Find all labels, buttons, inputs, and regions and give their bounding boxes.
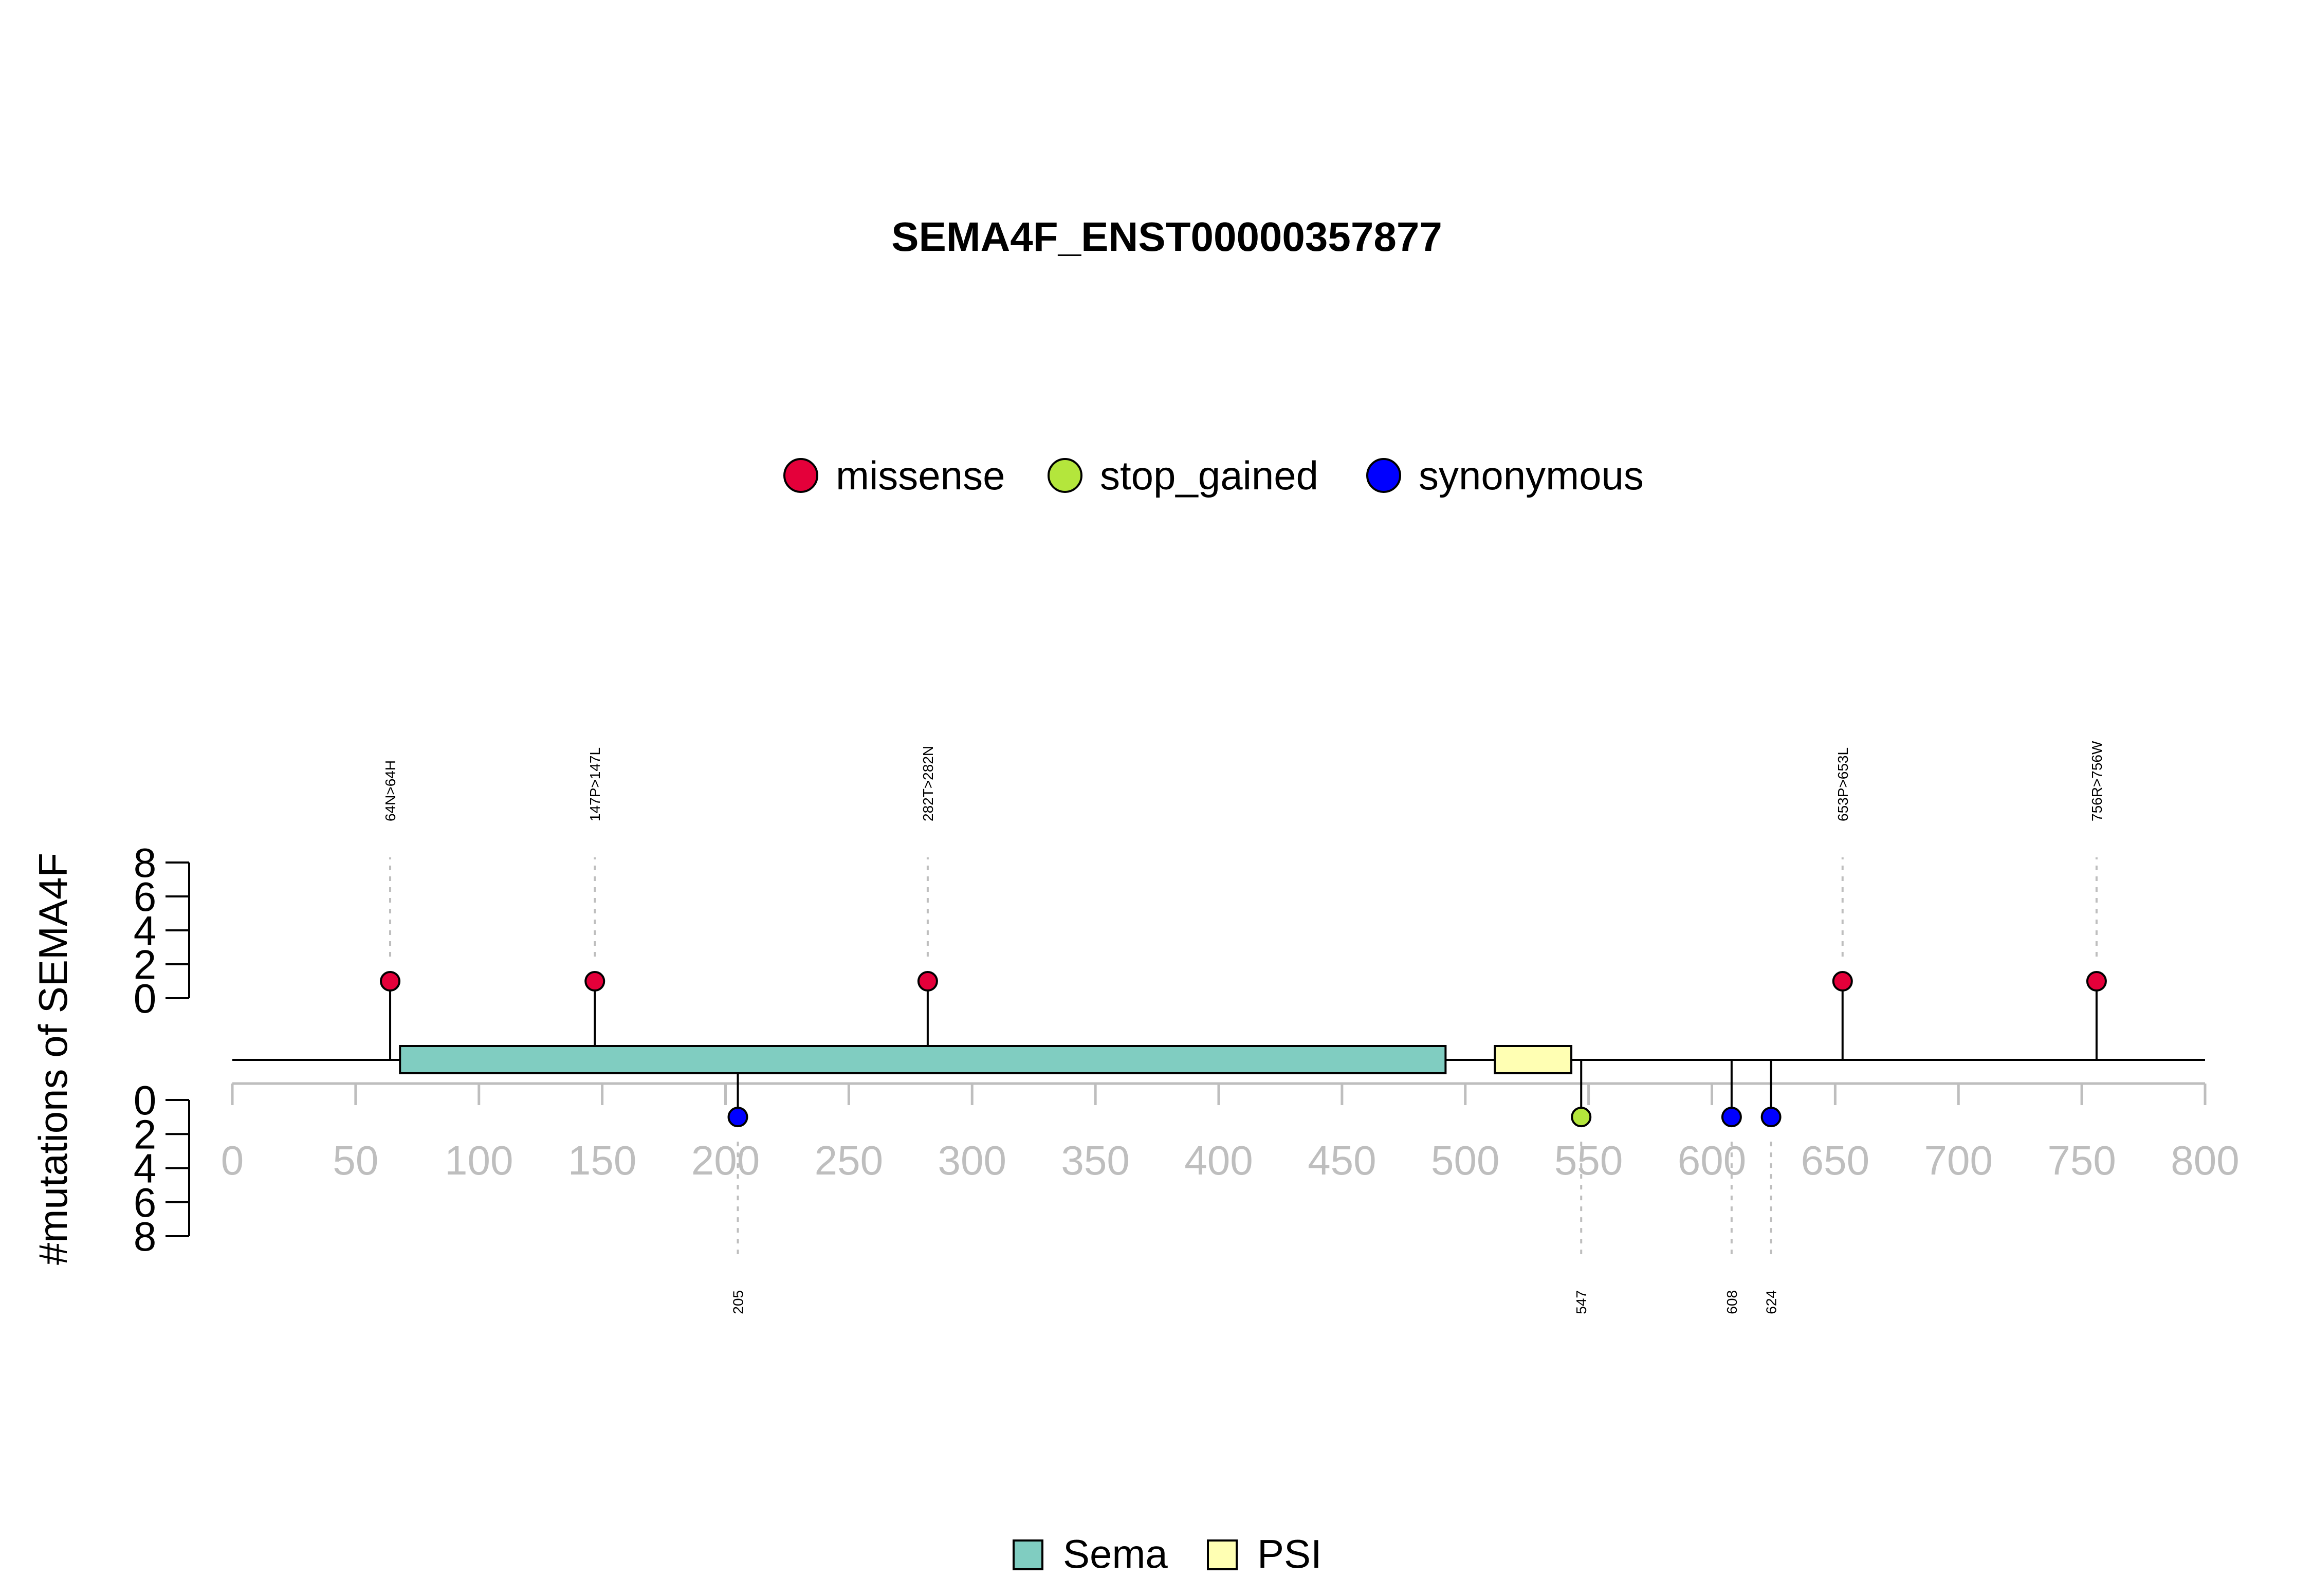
y-upper-tick-label-2: 2 xyxy=(134,942,157,987)
x-tick-label-300: 300 xyxy=(938,1138,1006,1183)
domain-legend: Sema PSI xyxy=(1013,1531,1322,1576)
dot-lower-608 xyxy=(1721,1107,1742,1128)
legend-box-PSI xyxy=(1207,1539,1238,1570)
legend-label-missense: missense xyxy=(836,453,1005,498)
x-tick-label-600: 600 xyxy=(1678,1138,1746,1183)
legend-label-stop_gained: stop_gained xyxy=(1100,453,1318,498)
protein-domains xyxy=(399,1045,1573,1074)
legend-box-Sema xyxy=(1013,1539,1043,1570)
y-upper-tick-label-0: 0 xyxy=(134,976,157,1021)
mutation-lollipops: 64N>64H 147P>147L 282T>282N 653P>653L 756R>7… xyxy=(380,741,2107,1314)
x-tick-label-800: 800 xyxy=(2171,1138,2239,1183)
y-axis-label: #mutations of SEMA4F xyxy=(30,853,76,1265)
y-upper-tick-label-6: 6 xyxy=(134,874,157,920)
y-lower-tick-label-6: 6 xyxy=(134,1180,157,1225)
domain-PSI xyxy=(1494,1045,1573,1074)
dot-lower-547 xyxy=(1571,1107,1592,1128)
y-upper-tick-label-8: 8 xyxy=(134,840,157,886)
label-upper-653: 653P>653L xyxy=(1835,747,1851,821)
label-lower-205: 205 xyxy=(730,1290,746,1314)
x-tick-label-50: 50 xyxy=(333,1138,378,1183)
label-upper-147: 147P>147L xyxy=(587,747,603,821)
legend-dot-stop_gained xyxy=(1048,458,1082,493)
dot-upper-147 xyxy=(584,971,605,992)
x-tick-label-700: 700 xyxy=(1924,1138,1993,1183)
x-tick-label-400: 400 xyxy=(1184,1138,1253,1183)
x-tick-label-650: 650 xyxy=(1801,1138,1869,1183)
legend-label-Sema: Sema xyxy=(1063,1531,1168,1576)
domain-Sema xyxy=(399,1045,1447,1074)
x-tick-label-0: 0 xyxy=(221,1138,244,1183)
x-tick-label-150: 150 xyxy=(568,1138,636,1183)
y-lower-tick-label-8: 8 xyxy=(134,1214,157,1259)
x-tick-label-550: 550 xyxy=(1554,1138,1623,1183)
x-tick-label-100: 100 xyxy=(445,1138,513,1183)
legend-label-PSI: PSI xyxy=(1257,1531,1322,1576)
y-upper-tick-label-4: 4 xyxy=(134,908,157,953)
dot-upper-282 xyxy=(917,971,938,992)
dot-lower-205 xyxy=(727,1107,748,1128)
x-tick-label-750: 750 xyxy=(2047,1138,2116,1183)
dot-upper-756 xyxy=(2086,971,2107,992)
legend-dot-synonymous xyxy=(1366,458,1401,493)
legend-dot-missense xyxy=(783,458,818,493)
dot-lower-624 xyxy=(1760,1107,1782,1128)
x-tick-label-450: 450 xyxy=(1308,1138,1376,1183)
x-tick-label-200: 200 xyxy=(691,1138,760,1183)
mutation-legend: missense stop_gained synonymous xyxy=(783,453,1644,498)
legend-label-synonymous: synonymous xyxy=(1419,453,1644,498)
y-lower-tick-label-4: 4 xyxy=(134,1146,157,1191)
dot-upper-64 xyxy=(380,971,401,992)
label-upper-282: 282T>282N xyxy=(920,746,936,821)
chart-title: SEMA4F_ENST00000357877 xyxy=(891,214,1442,260)
y-lower-tick-label-2: 2 xyxy=(134,1111,157,1157)
label-lower-624: 624 xyxy=(1764,1290,1779,1314)
label-lower-608: 608 xyxy=(1724,1290,1740,1314)
label-upper-756: 756R>756W xyxy=(2089,741,2105,821)
x-tick-label-250: 250 xyxy=(815,1138,883,1183)
x-tick-label-500: 500 xyxy=(1431,1138,1499,1183)
x-axis: 0 50 100 150 200 250 300 350 400 450 500 550 600 650 7… xyxy=(221,1082,2239,1183)
label-lower-547: 547 xyxy=(1573,1290,1589,1314)
dot-upper-653 xyxy=(1832,971,1853,992)
y-lower-tick-label-0: 0 xyxy=(134,1077,157,1123)
label-upper-64: 64N>64H xyxy=(382,760,398,821)
x-tick-label-350: 350 xyxy=(1061,1138,1129,1183)
